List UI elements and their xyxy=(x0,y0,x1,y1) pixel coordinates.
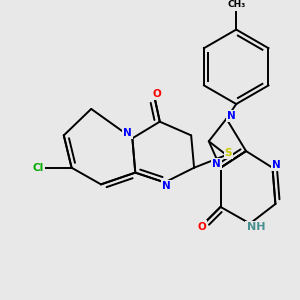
Text: N: N xyxy=(162,181,171,191)
Text: S: S xyxy=(225,148,232,158)
Text: N: N xyxy=(272,160,281,170)
Text: O: O xyxy=(152,89,161,99)
Text: N: N xyxy=(212,159,221,169)
Text: Cl: Cl xyxy=(33,163,44,173)
Text: O: O xyxy=(198,221,206,232)
Text: N: N xyxy=(123,128,132,138)
Text: CH₃: CH₃ xyxy=(227,0,245,9)
Text: NH: NH xyxy=(247,223,265,232)
Text: N: N xyxy=(212,159,221,169)
Text: N: N xyxy=(227,111,236,121)
